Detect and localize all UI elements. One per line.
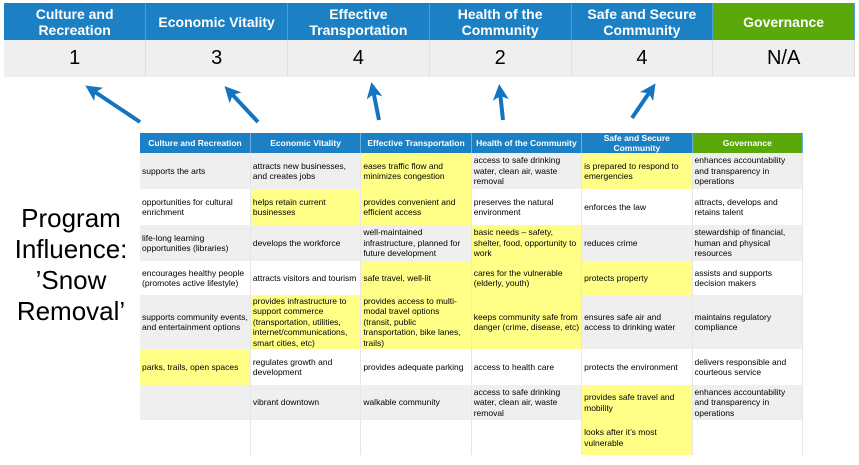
- table-cell: walkable community: [360, 385, 472, 420]
- summary-score-safe-and-secure-community: 4: [571, 40, 714, 77]
- table-cell: ensures safe air and access to drinking …: [581, 295, 693, 349]
- table-cell: safe travel, well-lit: [360, 261, 472, 295]
- column-header-culture-and-recreation: Culture and Recreation: [140, 133, 251, 153]
- table-cell: protects the environment: [581, 349, 693, 385]
- table-cell: attracts visitors and tourism: [250, 261, 362, 295]
- table-cell: enhances accountability and transparency…: [692, 153, 804, 189]
- table-cell: keeps community safe from danger (crime,…: [471, 295, 583, 349]
- summary-header-culture-and-recreation: Culture and Recreation: [4, 3, 147, 40]
- table-cell: attracts new businesses, and creates job…: [250, 153, 362, 189]
- table-cell: access to health care: [471, 349, 583, 385]
- arrow-up-icon: [492, 84, 509, 121]
- table-cell: enhances accountability and transparency…: [692, 385, 804, 420]
- table-cell: provides adequate parking: [360, 349, 472, 385]
- table-cell: is prepared to respond to emergencies: [581, 153, 693, 189]
- table-cell: [471, 420, 583, 455]
- summary-header-governance: Governance: [712, 3, 855, 40]
- table-cell: reduces crime: [581, 225, 693, 261]
- table-cell: maintains regulatory compliance: [692, 295, 804, 349]
- program-influence-label: Program Influence: ’Snow Removal’: [14, 203, 128, 326]
- table-cell: [140, 420, 251, 455]
- summary-score-economic-vitality: 3: [145, 40, 288, 77]
- table-row: opportunities for cultural enrichment hel…: [140, 189, 804, 225]
- table-cell: delivers responsible and courteous servi…: [692, 349, 804, 385]
- table-cell: opportunities for cultural enrichment: [140, 189, 251, 225]
- column-header-health-of-the-community: Health of the Community: [471, 133, 583, 153]
- table-cell: supports community events, and entertain…: [140, 295, 251, 349]
- table-cell: enforces the law: [581, 189, 693, 225]
- table-row: looks after it’s most vulnerable: [140, 420, 804, 455]
- table-row: encourages healthy people (promotes acti…: [140, 261, 804, 295]
- pillar-criteria-table: Culture and Recreation Economic Vitality E…: [140, 133, 804, 455]
- table-cell: encourages healthy people (promotes acti…: [140, 261, 251, 295]
- table-cell: life-long learning opportunities (librar…: [140, 225, 251, 261]
- summary-score-health-of-the-community: 2: [429, 40, 572, 77]
- table-cell: [692, 420, 804, 455]
- table-cell: protects property: [581, 261, 693, 295]
- column-header-safe-and-secure-community: Safe and Secure Community: [581, 133, 693, 153]
- summary-score-effective-transportation: 4: [287, 40, 430, 77]
- table-cell: provides access to multi-modal travel op…: [360, 295, 472, 349]
- table-cell: eases traffic flow and minimizes congest…: [360, 153, 472, 189]
- table-cell: supports the arts: [140, 153, 251, 189]
- table-cell: preserves the natural environment: [471, 189, 583, 225]
- table-cell: [250, 420, 362, 455]
- table-cell: helps retain current businesses: [250, 189, 362, 225]
- table-cell: parks, trails, open spaces: [140, 349, 251, 385]
- table-row: life-long learning opportunities (librar…: [140, 225, 804, 261]
- table-cell: provides convenient and efficient access: [360, 189, 472, 225]
- table-cell: basic needs – safety, shelter, food, opp…: [471, 225, 583, 261]
- table-cell: provides infrastructure to support comme…: [250, 295, 362, 349]
- summary-score-governance: N/A: [712, 40, 855, 77]
- column-header-governance: Governance: [692, 133, 804, 153]
- arrow-up-icon: [85, 85, 142, 124]
- summary-header-economic-vitality: Economic Vitality: [145, 3, 288, 40]
- table-cell: cares for the vulnerable (elderly, youth…: [471, 261, 583, 295]
- table-row: supports the arts attracts new businesses…: [140, 153, 804, 189]
- summary-scores-table: Culture and Recreation Economic Vitality E…: [4, 3, 855, 77]
- column-header-effective-transportation: Effective Transportation: [360, 133, 472, 153]
- table-cell: assists and supports decision makers: [692, 261, 804, 295]
- table-cell: access to safe drinking water, clean air…: [471, 153, 583, 189]
- table-cell: well-maintained infrastructure, planned …: [360, 225, 472, 261]
- table-cell: vibrant downtown: [250, 385, 362, 420]
- arrow-up-icon: [630, 83, 656, 120]
- table-cell: provides safe travel and mobility: [581, 385, 693, 420]
- table-cell: stewardship of financial, human and phys…: [692, 225, 804, 261]
- table-cell: develops the workforce: [250, 225, 362, 261]
- arrow-up-icon: [224, 86, 260, 124]
- column-header-economic-vitality: Economic Vitality: [250, 133, 362, 153]
- table-cell: looks after it’s most vulnerable: [581, 420, 693, 455]
- summary-header-safe-and-secure-community: Safe and Secure Community: [571, 3, 714, 40]
- table-row: supports community events, and entertain…: [140, 295, 804, 349]
- table-cell: [360, 420, 472, 455]
- arrow-up-icon: [366, 82, 383, 121]
- table-cell: access to safe drinking water, clean air…: [471, 385, 583, 420]
- summary-score-culture-and-recreation: 1: [4, 40, 147, 77]
- table-row: parks, trails, open spaces regulates grow…: [140, 349, 804, 385]
- table-row: vibrant downtown walkable community access…: [140, 385, 804, 420]
- table-cell: [140, 385, 251, 420]
- table-cell: regulates growth and development: [250, 349, 362, 385]
- summary-header-effective-transportation: Effective Transportation: [287, 3, 430, 40]
- summary-header-health-of-the-community: Health of the Community: [429, 3, 572, 40]
- table-cell: attracts, develops and retains talent: [692, 189, 804, 225]
